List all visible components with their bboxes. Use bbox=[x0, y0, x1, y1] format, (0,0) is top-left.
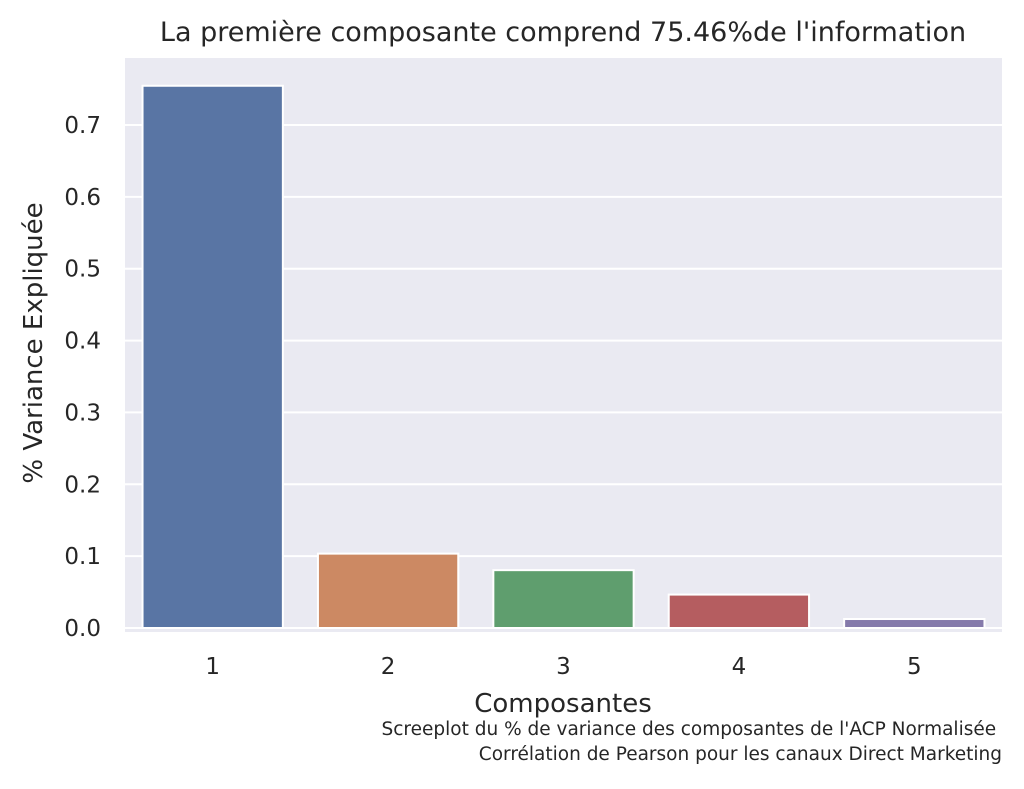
caption-line-1: Screeplot du % de variance des composant… bbox=[382, 719, 1003, 740]
bar-3 bbox=[492, 569, 635, 630]
y-tick-label-6: 0.6 bbox=[64, 185, 101, 211]
y-tick-label-4: 0.4 bbox=[64, 329, 101, 355]
y-tick-label-5: 0.5 bbox=[64, 257, 101, 283]
caption-line-2: Corrélation de Pearson pour les canaux D… bbox=[479, 744, 1002, 765]
y-tick-labels: 0.0 0.1 0.2 0.3 0.4 0.5 0.6 0.7 bbox=[64, 113, 101, 642]
y-tick-label-2: 0.2 bbox=[64, 472, 101, 498]
x-tick-label-3: 3 bbox=[556, 654, 571, 680]
x-tick-label-4: 4 bbox=[732, 654, 747, 680]
bar-5 bbox=[843, 618, 986, 630]
chart-title: La première composante comprend 75.46%de… bbox=[160, 17, 966, 48]
x-tick-label-5: 5 bbox=[907, 654, 922, 680]
bar-2 bbox=[316, 552, 460, 630]
x-tick-label-1: 1 bbox=[205, 654, 220, 680]
bars bbox=[141, 84, 986, 630]
y-tick-label-0: 0.0 bbox=[64, 616, 101, 642]
x-tick-label-2: 2 bbox=[381, 654, 396, 680]
x-axis-label: Composantes bbox=[474, 689, 652, 719]
y-tick-label-7: 0.7 bbox=[64, 113, 101, 139]
y-axis-label: % Variance Expliquée bbox=[19, 202, 49, 483]
bar-4 bbox=[667, 593, 811, 629]
bar-1 bbox=[141, 84, 284, 630]
y-tick-label-3: 0.3 bbox=[64, 400, 101, 426]
x-tick-labels: 1 2 3 4 5 bbox=[205, 654, 921, 680]
y-tick-label-1: 0.1 bbox=[64, 544, 101, 570]
